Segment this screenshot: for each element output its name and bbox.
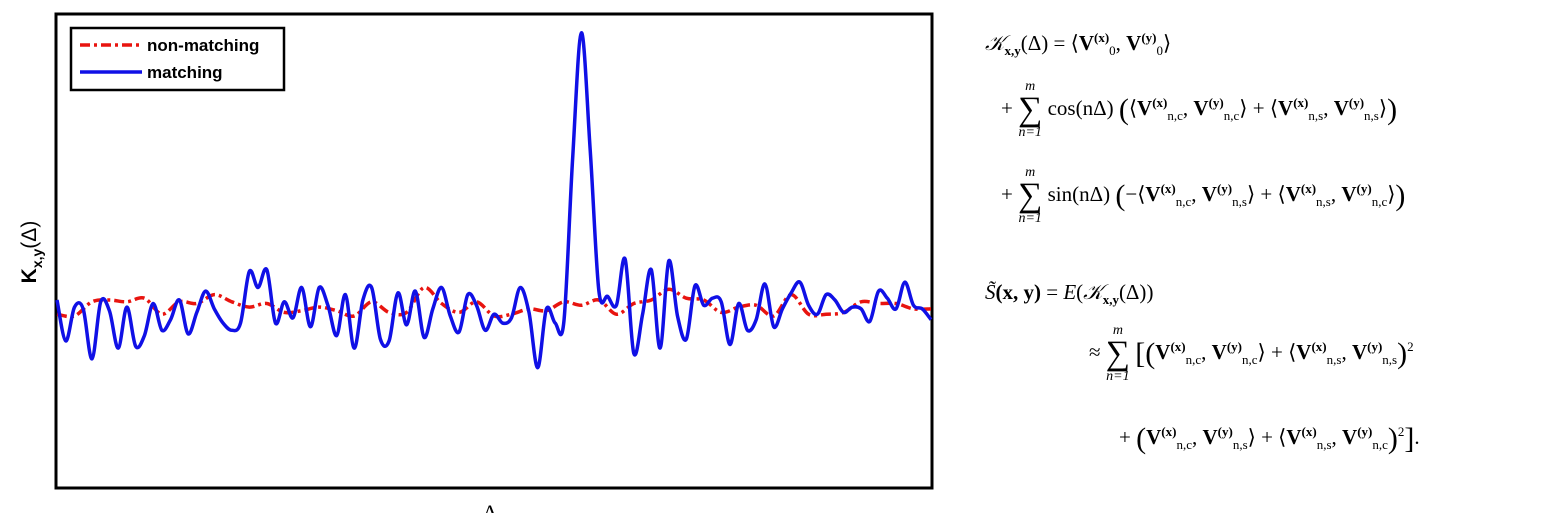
legend: non-matching matching [69, 26, 286, 92]
x-axis-label: Δ [483, 500, 497, 513]
series-layer [55, 31, 933, 370]
eq1-line3: + m ∑ n=1 sin(nΔ) (−⟨V(x)n,c, V(y)n,s⟩ + ⟨… [1001, 165, 1406, 226]
y-label-arg: (Δ) [18, 221, 41, 249]
eq1-line2: + m ∑ n=1 cos(nΔ) (⟨V(x)n,c, V(y)n,c⟩ + ⟨V… [1001, 79, 1398, 140]
eq2-line3: + (V(x)n,c, V(y)n,s⟩ + ⟨V(x)n,s, V(y)n,c… [1119, 422, 1420, 455]
y-label-main: K [18, 268, 41, 283]
plot-area [54, 12, 934, 490]
legend-label-matching: matching [147, 63, 223, 82]
legend-box [69, 26, 286, 92]
chart: non-matching matching Kx,y(Δ) Δ [18, 12, 934, 513]
eq2-line1: S̃(x, y) = E(𝒦x,y(Δ)) [985, 280, 1154, 308]
eq2-line2: ≈ m ∑ n=1 [(V(x)n,c, V(y)n,c⟩ + ⟨V(x)n,s, … [1089, 323, 1414, 384]
svg-text:Kx,y(Δ): Kx,y(Δ) [18, 221, 45, 284]
equations-panel: 𝒦x,y(Δ) = ⟨V(x)0, V(y)0⟩ + m ∑ n=1 cos(nΔ)… [985, 22, 1535, 492]
legend-label-non-matching: non-matching [147, 36, 259, 55]
y-axis-label: Kx,y(Δ) [18, 221, 45, 284]
y-label-sub: x,y [29, 248, 45, 268]
series-line-matching [55, 31, 933, 370]
eq1-line1: 𝒦x,y(Δ) = ⟨V(x)0, V(y)0⟩ [985, 30, 1172, 59]
